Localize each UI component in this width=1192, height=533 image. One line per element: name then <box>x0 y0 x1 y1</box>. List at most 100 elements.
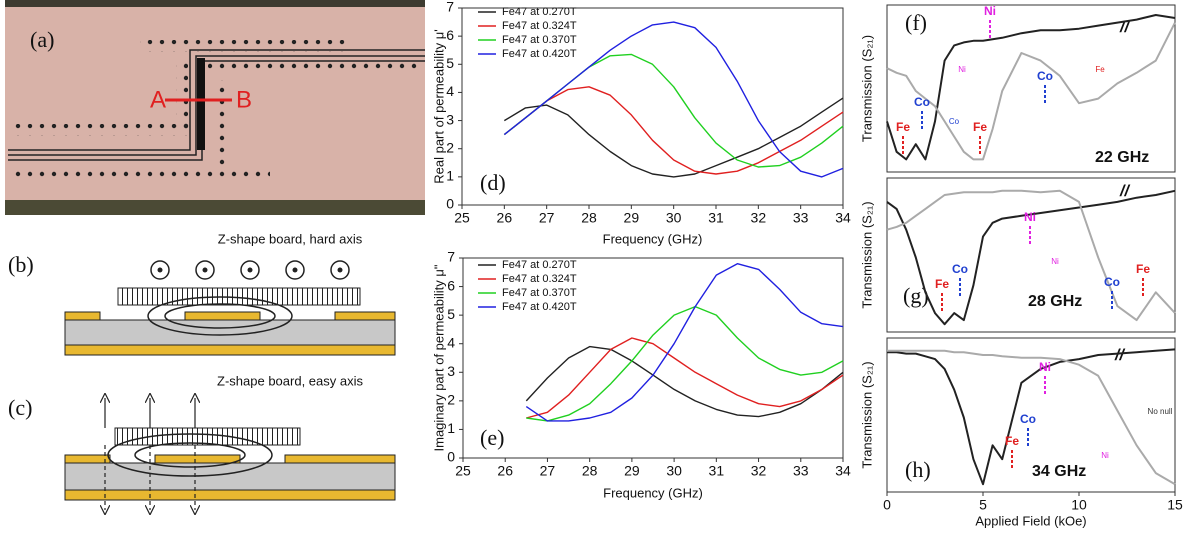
panel-label: (f) <box>905 10 927 35</box>
y-tick-label: 5 <box>446 55 454 71</box>
data-line <box>887 348 1176 486</box>
panel-label: (d) <box>480 170 506 195</box>
plot-frame <box>886 337 1176 493</box>
x-tick-label: 25 <box>454 210 470 226</box>
element-label: Co <box>952 262 968 276</box>
diagram-title: Z-shape board, hard axis <box>218 231 363 246</box>
y-tick-label: 2 <box>446 139 454 155</box>
frequency-label: 28 GHz <box>1028 293 1082 310</box>
x-tick-label: 33 <box>793 463 809 479</box>
legend-label: Fe47 at 0.324T <box>502 20 577 32</box>
y-tick-label: 1 <box>446 168 454 184</box>
break-mark: // <box>1119 183 1130 200</box>
x-tick-label: 31 <box>709 463 725 479</box>
x-tick-label: 27 <box>539 210 555 226</box>
element-label: Fe <box>935 277 949 291</box>
diagram-hard-axis: Z-shape board, hard axis (b) <box>8 231 396 356</box>
legend-label: Fe47 at 0.270T <box>502 6 577 18</box>
y-axis-label: Imaginary part of permeability μ" <box>431 264 446 451</box>
y-axis-label: Transmission (S₂₁) <box>859 201 874 308</box>
data-line <box>503 86 844 175</box>
data-line <box>503 21 844 178</box>
element-label: Fe <box>973 120 987 134</box>
x-tick-label: 26 <box>497 463 513 479</box>
x-tick-label: 28 <box>581 210 597 226</box>
x-tick-label: 0 <box>883 497 891 513</box>
data-line <box>503 97 844 178</box>
x-tick-label: 30 <box>666 210 682 226</box>
element-label: Ni <box>958 65 966 74</box>
element-label: Fe <box>1136 262 1150 276</box>
data-line <box>886 189 1176 322</box>
data-line <box>886 14 1176 161</box>
x-tick-label: 10 <box>1071 497 1087 513</box>
x-tick-label: 29 <box>624 463 640 479</box>
y-tick-label: 7 <box>447 249 455 265</box>
x-tick-label: 32 <box>751 210 767 226</box>
panel-label: (b) <box>8 252 34 277</box>
panel-label: (a) <box>30 27 54 52</box>
legend-label: Fe47 at 0.370T <box>502 287 577 299</box>
photo: (a) A B <box>5 0 425 215</box>
element-label: Ni <box>1101 451 1109 460</box>
element-label: Fe <box>896 120 910 134</box>
data-line <box>503 53 844 168</box>
x-tick-label: 29 <box>624 210 640 226</box>
y-tick-label: 2 <box>447 392 455 408</box>
element-label: Fe <box>1005 434 1019 448</box>
point-label: B <box>236 86 252 113</box>
y-tick-label: 4 <box>447 334 455 350</box>
break-mark: // <box>1114 347 1125 364</box>
x-tick-label: 26 <box>497 210 513 226</box>
break-mark: // <box>1119 19 1130 36</box>
diagram-easy-axis: Z-shape board, easy axis (c) <box>8 373 396 510</box>
plot-frame <box>886 4 1176 173</box>
legend-label: Fe47 at 0.420T <box>502 301 577 313</box>
legend-label: Fe47 at 0.324T <box>502 273 577 285</box>
x-tick-label: 31 <box>708 210 724 226</box>
data-line <box>525 263 844 422</box>
y-tick-label: 6 <box>447 277 455 293</box>
plot-frame <box>461 7 844 206</box>
y-axis-label: Transmission (S₂₁) <box>859 361 874 468</box>
legend-label: Fe47 at 0.420T <box>502 48 577 60</box>
y-tick-label: 3 <box>447 363 455 379</box>
y-tick-label: 4 <box>446 83 454 99</box>
y-tick-label: 7 <box>446 0 454 15</box>
y-tick-label: 5 <box>447 306 455 322</box>
y-tick-label: 6 <box>446 27 454 43</box>
x-tick-label: 5 <box>979 497 987 513</box>
point-label: A <box>150 86 166 113</box>
x-tick-label: 15 <box>1167 497 1183 513</box>
x-tick-label: 32 <box>751 463 767 479</box>
y-axis-label: Real part of permeability μ' <box>431 29 446 183</box>
data-line <box>526 305 844 422</box>
x-tick-label: 25 <box>455 463 471 479</box>
y-tick-label: 1 <box>447 420 455 436</box>
x-tick-label: 33 <box>793 210 809 226</box>
plot-frame <box>462 257 844 459</box>
y-tick-label: 3 <box>446 111 454 127</box>
y-tick-label: 0 <box>446 196 454 212</box>
x-tick-label: 34 <box>835 463 851 479</box>
element-label: Co <box>1037 69 1053 83</box>
legend-label: Fe47 at 0.270T <box>502 259 577 271</box>
frequency-label: 34 GHz <box>1032 463 1086 480</box>
x-tick-label: 30 <box>666 463 682 479</box>
element-label: Ni <box>1024 210 1036 224</box>
frequency-label: 22 GHz <box>1095 149 1149 166</box>
panel-label: (h) <box>905 457 931 482</box>
x-tick-label: 28 <box>582 463 598 479</box>
element-label: Co <box>1020 412 1036 426</box>
element-label: Co <box>949 117 960 126</box>
element-label: Fe <box>1095 65 1105 74</box>
diagram-title: Z-shape board, easy axis <box>217 373 363 388</box>
element-label: Co <box>1104 275 1120 289</box>
element-label: Co <box>914 95 930 109</box>
y-axis-label: Transmission (S₂₁) <box>859 35 874 142</box>
panel-label: (c) <box>8 395 32 420</box>
x-tick-label: 34 <box>835 210 851 226</box>
x-axis-label: Applied Field (kOe) <box>975 513 1086 528</box>
x-tick-label: 27 <box>540 463 556 479</box>
